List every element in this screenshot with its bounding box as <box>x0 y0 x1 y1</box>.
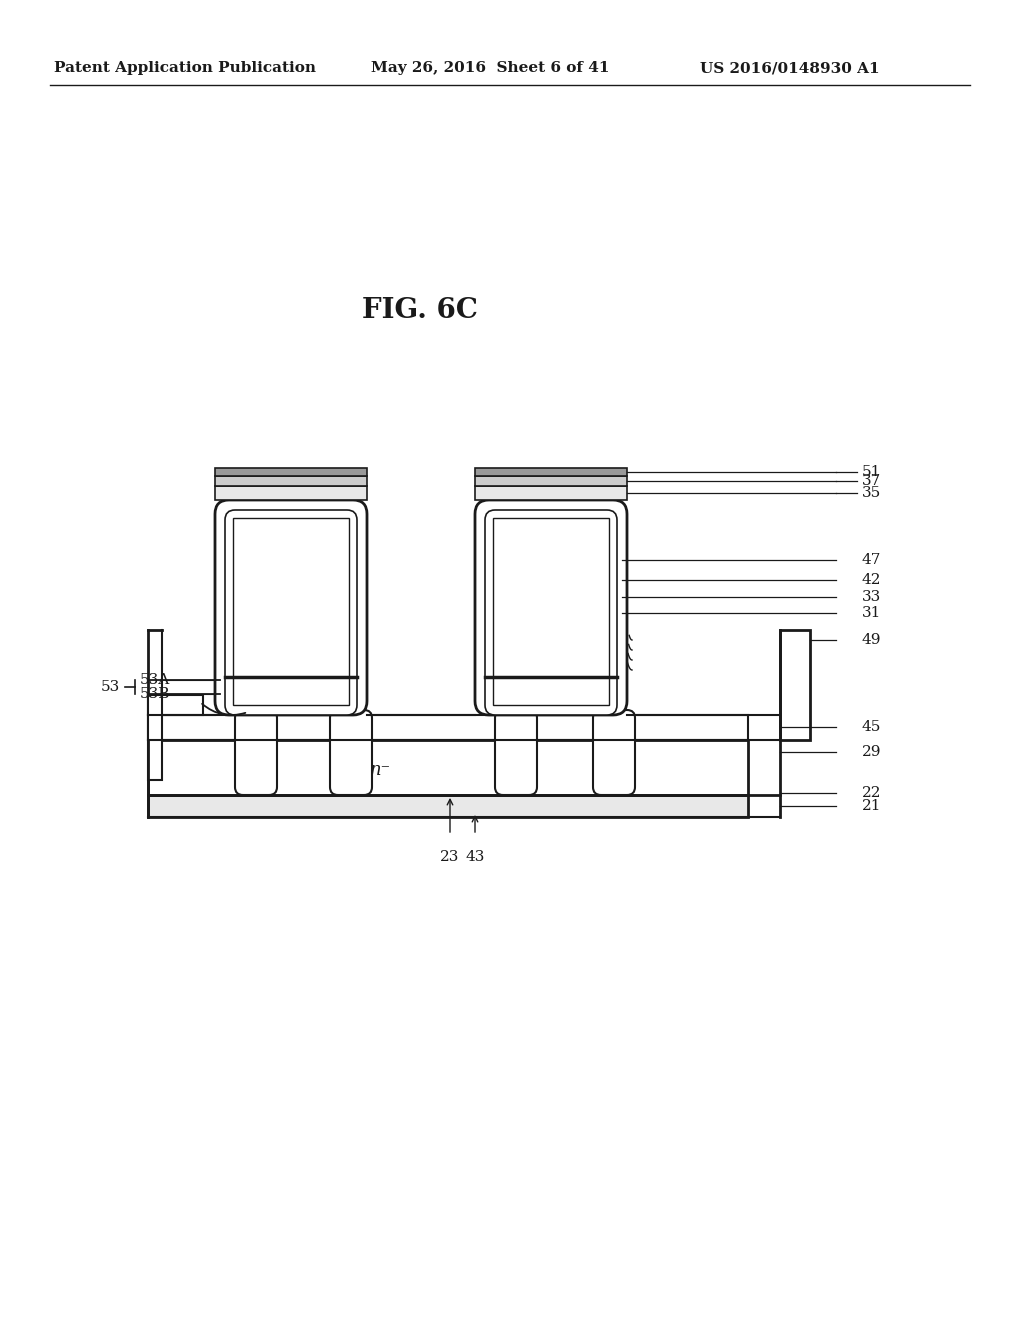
FancyBboxPatch shape <box>234 710 278 795</box>
Text: 35: 35 <box>862 486 882 500</box>
Bar <box>780 630 810 741</box>
Bar <box>215 469 367 477</box>
Bar <box>475 477 627 486</box>
Text: 53: 53 <box>100 680 120 694</box>
Bar <box>148 696 203 715</box>
Text: 53B: 53B <box>140 686 170 701</box>
Text: 37: 37 <box>862 474 882 488</box>
FancyArrowPatch shape <box>202 704 246 715</box>
Text: May 26, 2016  Sheet 6 of 41: May 26, 2016 Sheet 6 of 41 <box>371 61 609 75</box>
Text: 47: 47 <box>862 553 882 568</box>
FancyBboxPatch shape <box>330 710 372 795</box>
FancyBboxPatch shape <box>485 510 617 715</box>
Bar <box>493 517 609 705</box>
Text: 29: 29 <box>862 744 882 759</box>
Bar <box>475 469 627 477</box>
Text: Patent Application Publication: Patent Application Publication <box>54 61 316 75</box>
Text: 33: 33 <box>862 590 882 605</box>
Text: 42: 42 <box>862 573 882 587</box>
Text: 51: 51 <box>862 465 882 479</box>
Text: 23: 23 <box>440 850 460 865</box>
Text: 53A: 53A <box>140 673 170 686</box>
FancyBboxPatch shape <box>495 710 537 795</box>
Text: 49: 49 <box>862 634 882 647</box>
Bar <box>215 486 367 500</box>
Text: 22: 22 <box>862 785 882 800</box>
Text: FIG. 6C: FIG. 6C <box>362 297 478 323</box>
FancyBboxPatch shape <box>225 510 357 715</box>
FancyBboxPatch shape <box>593 710 635 795</box>
Text: US 2016/0148930 A1: US 2016/0148930 A1 <box>700 61 880 75</box>
Text: n⁻: n⁻ <box>370 762 390 779</box>
Bar <box>148 795 748 817</box>
Bar <box>148 715 748 741</box>
Text: 21: 21 <box>862 799 882 813</box>
FancyBboxPatch shape <box>215 500 367 715</box>
Bar <box>233 517 349 705</box>
Text: 43: 43 <box>465 850 484 865</box>
FancyBboxPatch shape <box>475 500 627 715</box>
Text: 31: 31 <box>862 606 882 620</box>
Bar <box>148 696 162 780</box>
Bar <box>215 477 367 486</box>
Text: 45: 45 <box>862 719 882 734</box>
Bar <box>475 486 627 500</box>
Bar <box>148 741 748 795</box>
